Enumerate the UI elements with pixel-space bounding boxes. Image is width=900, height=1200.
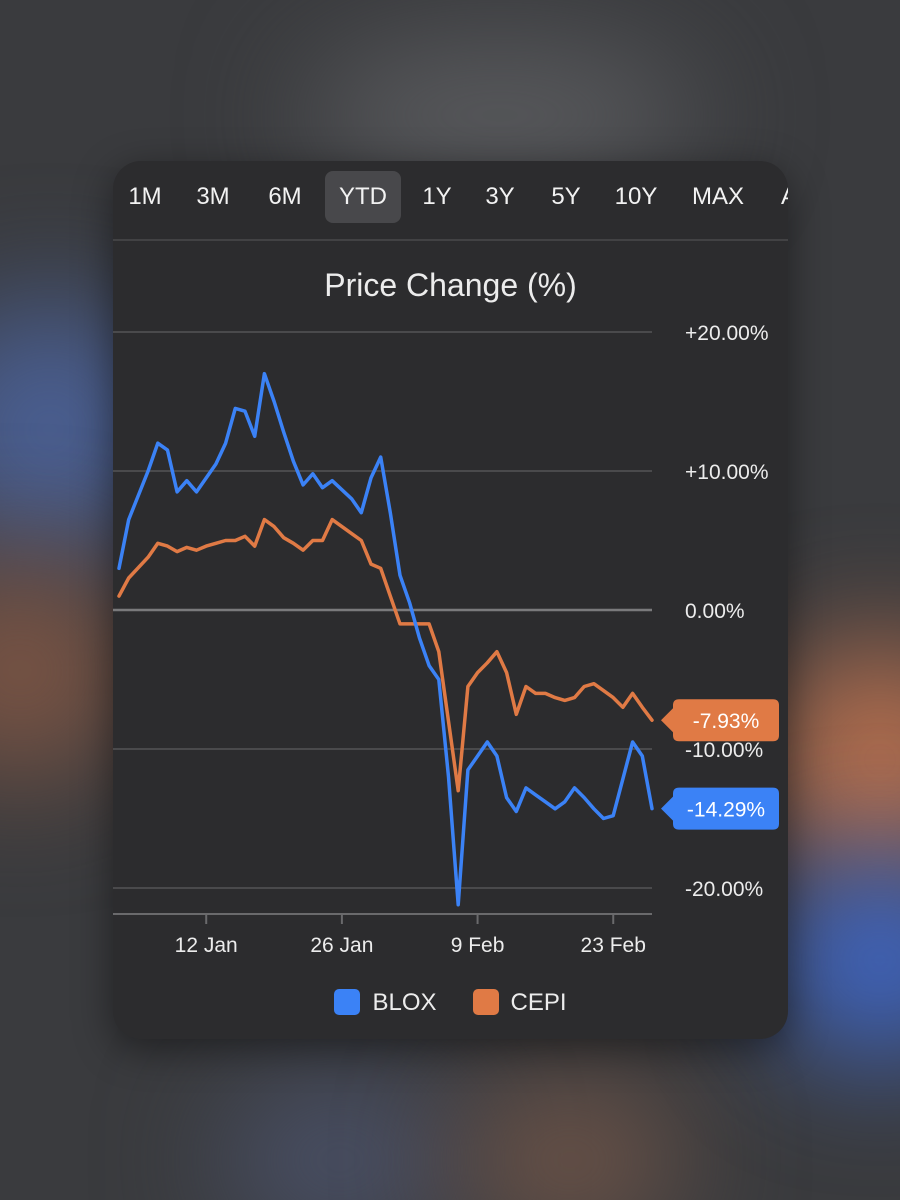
- legend-item-blox[interactable]: BLOX: [334, 989, 437, 1017]
- y-tick-label: +20.00%: [685, 322, 769, 345]
- chart-card: 1M3M6MYTD1Y3Y5Y10YMAXA Price Change (%) …: [113, 161, 788, 1039]
- series-line-cepi: [117, 517, 654, 793]
- tab-ytd[interactable]: YTD: [325, 171, 401, 223]
- tab-divider: [113, 239, 788, 241]
- tab-max[interactable]: MAX: [691, 183, 744, 210]
- tab-6m[interactable]: 6M: [268, 183, 302, 210]
- chart-legend: BLOX CEPI: [113, 989, 788, 1025]
- x-tick-label: 23 Feb: [581, 934, 646, 957]
- tab-3y[interactable]: 3Y: [485, 183, 515, 210]
- y-tick-label: -10.00%: [685, 739, 763, 762]
- tab-3m[interactable]: 3M: [196, 183, 230, 210]
- tab-a[interactable]: A: [769, 171, 788, 223]
- badge-value: -7.93%: [693, 710, 760, 733]
- chart-title: Price Change (%): [324, 267, 577, 303]
- tab-10y[interactable]: 10Y: [614, 183, 658, 210]
- legend-label: BLOX: [372, 989, 437, 1016]
- y-tick-label: -20.00%: [685, 878, 763, 901]
- last-value-badge-cepi: -7.93%: [661, 699, 779, 742]
- y-tick-label: 0.00%: [685, 600, 745, 623]
- legend-swatch: [334, 989, 361, 1015]
- tab-1y[interactable]: 1Y: [422, 183, 452, 210]
- tab-1m[interactable]: 1M: [128, 183, 162, 210]
- badge-shape: [661, 787, 779, 830]
- legend-label: CEPI: [510, 989, 567, 1016]
- x-tick-label: 26 Jan: [310, 934, 373, 957]
- legend-item-cepi[interactable]: CEPI: [472, 989, 567, 1017]
- x-tick-label: 9 Feb: [451, 934, 505, 957]
- badge-shape: [661, 699, 779, 742]
- background-blob: [220, 1080, 460, 1200]
- tab-5y[interactable]: 5Y: [551, 183, 581, 210]
- background-blob: [770, 860, 900, 1060]
- x-tick-label: 12 Jan: [175, 934, 238, 957]
- last-value-badge-blox: -14.29%: [661, 787, 779, 830]
- line-chart: +20.00% +10.00% 0.00% -10.00% -20.00% 12 Jan 2…: [113, 322, 779, 957]
- legend-swatch: [472, 989, 499, 1015]
- background-blob: [460, 1080, 680, 1200]
- y-tick-label: +10.00%: [685, 461, 769, 484]
- badge-value: -14.29%: [687, 799, 765, 822]
- range-tabs: 1M 3M 6M YTD 1Y 3Y 5Y 10Y MAX A: [113, 161, 788, 239]
- series-line-blox: [117, 371, 654, 907]
